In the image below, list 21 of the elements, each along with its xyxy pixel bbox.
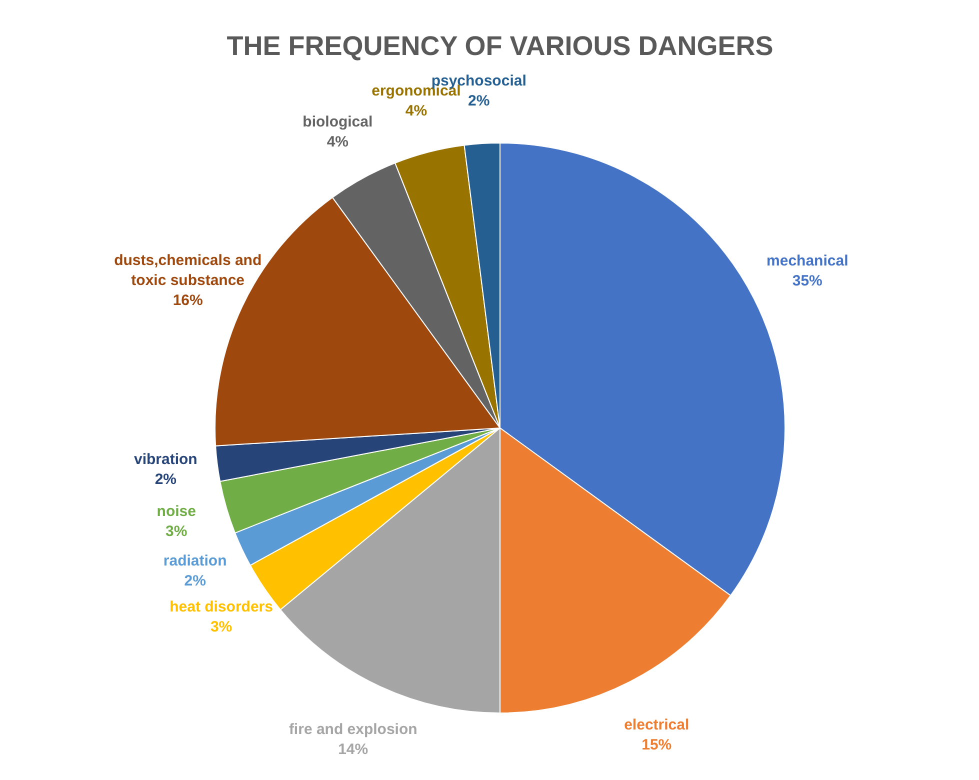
- chart-title: THE FREQUENCY OF VARIOUS DANGERS: [226, 31, 774, 61]
- data-label: 3%: [166, 522, 188, 540]
- data-label: 2%: [184, 572, 206, 590]
- data-label: 14%: [338, 741, 368, 758]
- slice-label: radiation: [163, 552, 227, 570]
- slice-label: heat disorders: [170, 598, 273, 616]
- data-label: 35%: [792, 272, 822, 290]
- slice-label: biological: [302, 114, 373, 131]
- data-label: 2%: [468, 92, 490, 110]
- slice-label: dusts,chemicals and toxic substance: [114, 252, 262, 290]
- slice-label: mechanical: [766, 252, 848, 270]
- data-label: 16%: [172, 292, 203, 310]
- slice-label: vibration: [134, 451, 198, 468]
- data-label: 3%: [210, 618, 232, 636]
- data-label: 4%: [326, 134, 348, 151]
- slice-label: fire and explosion: [288, 721, 418, 738]
- data-label: 4%: [405, 102, 428, 120]
- slice-label: electrical: [624, 716, 690, 734]
- data-label: 15%: [642, 736, 672, 754]
- slice-label: noise: [156, 502, 196, 520]
- data-label: 2%: [154, 471, 176, 488]
